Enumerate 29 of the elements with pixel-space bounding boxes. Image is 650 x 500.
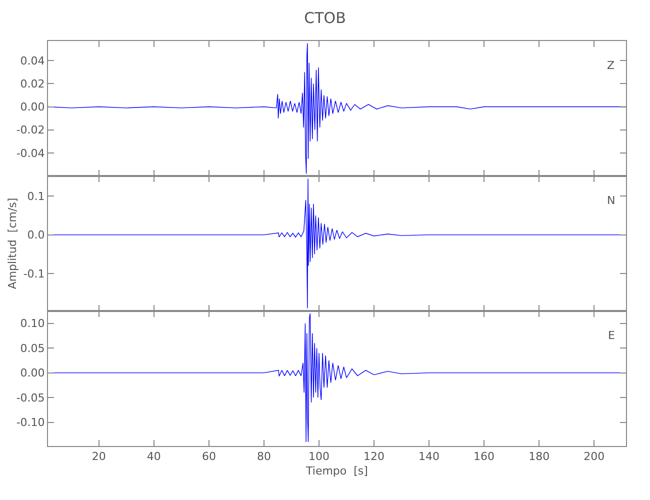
y-tick-label: -0.05 [16, 391, 45, 404]
x-tick-label: 140 [418, 450, 440, 464]
chart-title: CTOB [304, 8, 346, 27]
x-tick-label: 100 [308, 450, 330, 464]
y-tick-label: 0.04 [20, 54, 45, 68]
y-tick-label: -0.10 [16, 416, 45, 430]
x-axis-title: Tiempo [s] [305, 464, 368, 478]
annotation: Z [607, 59, 615, 72]
y-tick-label: 0.02 [20, 78, 45, 91]
y-tick-label: -0.02 [16, 124, 45, 137]
y-tick-label: 0.00 [20, 100, 45, 114]
x-tick-label: 20 [92, 450, 106, 464]
y-tick-label: 0.10 [20, 317, 45, 330]
y-tick-label: 0.00 [20, 366, 45, 380]
x-tick-label: 40 [146, 450, 161, 464]
y-tick-label: -0.04 [16, 146, 45, 160]
x-tick-label: 200 [584, 450, 605, 464]
y-tick-label: 0.0 [27, 228, 45, 242]
y-tick-label: 0.05 [20, 342, 45, 355]
x-tick-label: 180 [528, 450, 550, 464]
y-tick-label: -0.1 [23, 267, 45, 280]
x-tick-label: 160 [474, 450, 495, 464]
x-tick-label: 120 [364, 450, 384, 464]
annotation: E [608, 329, 615, 342]
x-tick-label: 80 [256, 450, 271, 464]
y-tick-label: 0.1 [27, 190, 45, 203]
y-axis-title: Amplitud [cm/s] [6, 198, 19, 290]
x-tick-label: 60 [202, 450, 216, 464]
annotation: N [607, 194, 616, 207]
